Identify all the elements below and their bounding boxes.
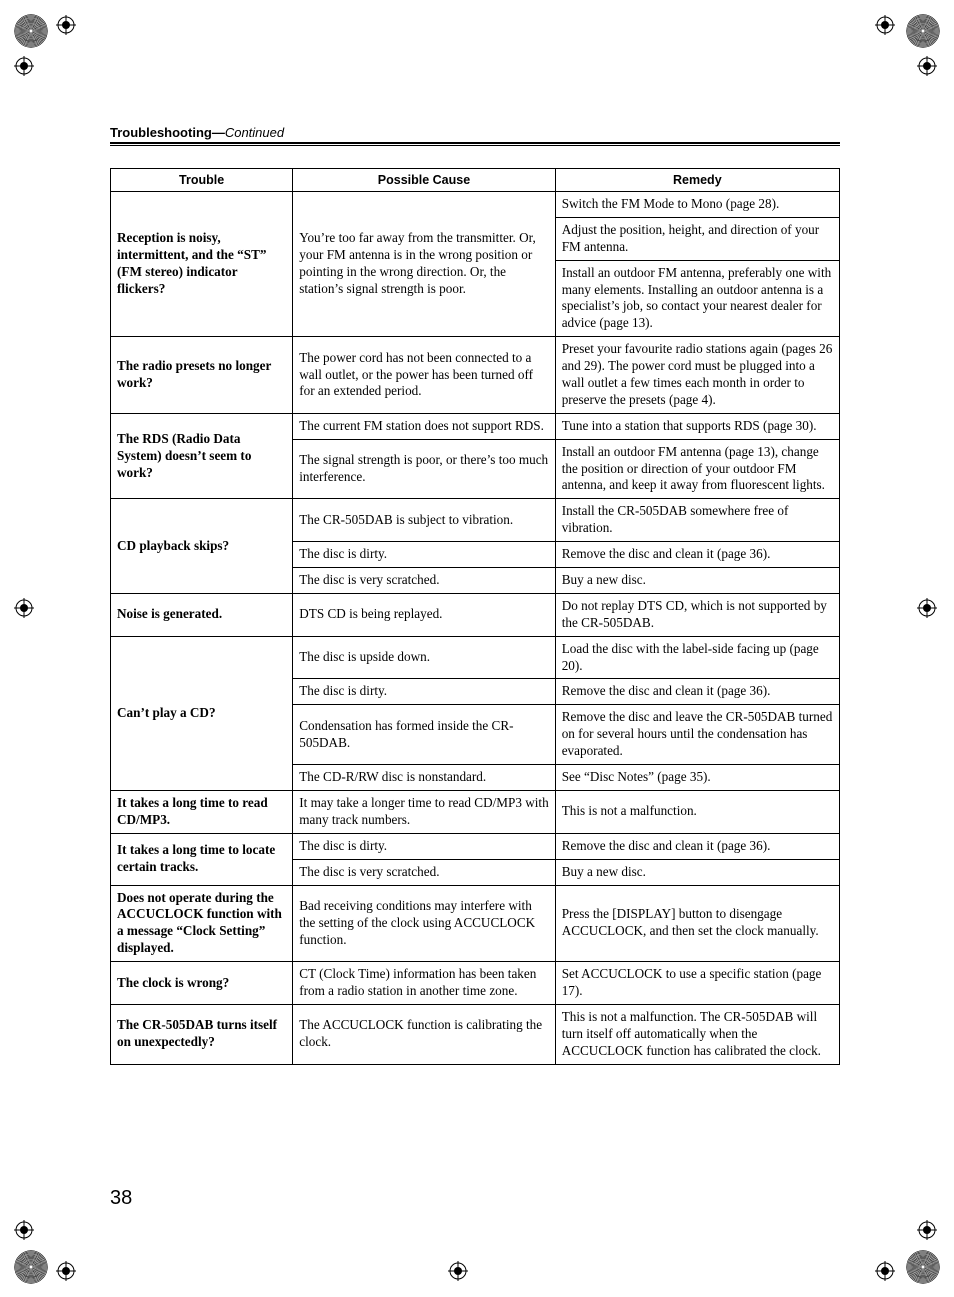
- remedy-cell: Preset your favourite radio stations aga…: [555, 337, 839, 414]
- cause-cell: The ACCUCLOCK function is calibrating th…: [293, 1004, 555, 1064]
- table-row: Reception is noisy, intermittent, and th…: [111, 192, 840, 218]
- remedy-cell: Install an outdoor FM antenna (page 13),…: [555, 439, 839, 499]
- trouble-cell: It takes a long time to read CD/MP3.: [111, 790, 293, 833]
- cause-cell: The CD-R/RW disc is nonstandard.: [293, 765, 555, 791]
- remedy-cell: Buy a new disc.: [555, 859, 839, 885]
- cause-cell: The disc is upside down.: [293, 636, 555, 679]
- table-row: It takes a long time to locate certain t…: [111, 833, 840, 859]
- trouble-cell: Reception is noisy, intermittent, and th…: [111, 192, 293, 337]
- trouble-cell: Can’t play a CD?: [111, 636, 293, 790]
- remedy-cell: This is not a malfunction.: [555, 790, 839, 833]
- remedy-cell: Set ACCUCLOCK to use a specific station …: [555, 962, 839, 1005]
- cause-cell: The disc is dirty.: [293, 679, 555, 705]
- cause-cell: Condensation has formed inside the CR-50…: [293, 705, 555, 765]
- table-row: The RDS (Radio Data System) doesn’t seem…: [111, 413, 840, 439]
- remedy-cell: Buy a new disc.: [555, 568, 839, 594]
- remedy-cell: Load the disc with the label-side facing…: [555, 636, 839, 679]
- cause-cell: The CR-505DAB is subject to vibration.: [293, 499, 555, 542]
- trouble-cell: Noise is generated.: [111, 593, 293, 636]
- registration-mark-icon: [917, 56, 953, 92]
- cause-cell: The current FM station does not support …: [293, 413, 555, 439]
- section-heading: Troubleshooting—Continued: [110, 125, 840, 140]
- remedy-cell: Adjust the position, height, and directi…: [555, 217, 839, 260]
- table-row: Noise is generated. DTS CD is being repl…: [111, 593, 840, 636]
- remedy-cell: Install the CR-505DAB somewhere free of …: [555, 499, 839, 542]
- cause-cell: Bad receiving conditions may interfere w…: [293, 885, 555, 962]
- registration-mark-icon: [448, 1261, 484, 1297]
- registration-mark-icon: [917, 598, 953, 634]
- table-row: Does not operate during the ACCUCLOCK fu…: [111, 885, 840, 962]
- table-row: CD playback skips? The CR-505DAB is subj…: [111, 499, 840, 542]
- table-row: The clock is wrong? CT (Clock Time) info…: [111, 962, 840, 1005]
- cause-cell: It may take a longer time to read CD/MP3…: [293, 790, 555, 833]
- registration-mark-icon: [14, 56, 50, 92]
- remedy-cell: See “Disc Notes” (page 35).: [555, 765, 839, 791]
- table-row: Can’t play a CD? The disc is upside down…: [111, 636, 840, 679]
- cause-cell: You’re too far away from the transmitter…: [293, 192, 555, 337]
- heading-rule: [110, 142, 840, 146]
- remedy-cell: Remove the disc and leave the CR-505DAB …: [555, 705, 839, 765]
- remedy-cell: Install an outdoor FM antenna, preferabl…: [555, 260, 839, 337]
- troubleshooting-table: Trouble Possible Cause Remedy Reception …: [110, 168, 840, 1065]
- trouble-cell: It takes a long time to locate certain t…: [111, 833, 293, 885]
- trouble-cell: Does not operate during the ACCUCLOCK fu…: [111, 885, 293, 962]
- spiral-mark-icon: [905, 1249, 949, 1293]
- page-number: 38: [110, 1187, 132, 1210]
- cause-cell: The disc is dirty.: [293, 833, 555, 859]
- remedy-cell: Remove the disc and clean it (page 36).: [555, 542, 839, 568]
- trouble-cell: The clock is wrong?: [111, 962, 293, 1005]
- remedy-cell: Tune into a station that supports RDS (p…: [555, 413, 839, 439]
- cause-cell: The disc is dirty.: [293, 542, 555, 568]
- cause-cell: The disc is very scratched.: [293, 568, 555, 594]
- cause-cell: CT (Clock Time) information has been tak…: [293, 962, 555, 1005]
- col-header-trouble: Trouble: [111, 169, 293, 192]
- spiral-mark-icon: [13, 13, 57, 57]
- trouble-cell: CD playback skips?: [111, 499, 293, 594]
- spiral-mark-icon: [13, 1249, 57, 1293]
- cause-cell: The power cord has not been connected to…: [293, 337, 555, 414]
- table-row: The radio presets no longer work? The po…: [111, 337, 840, 414]
- trouble-cell: The CR-505DAB turns itself on unexpected…: [111, 1004, 293, 1064]
- page-content: Troubleshooting—Continued Trouble Possib…: [110, 125, 840, 1065]
- remedy-cell: Press the [DISPLAY] button to disengage …: [555, 885, 839, 962]
- table-row: It takes a long time to read CD/MP3. It …: [111, 790, 840, 833]
- cause-cell: The disc is very scratched.: [293, 859, 555, 885]
- table-header-row: Trouble Possible Cause Remedy: [111, 169, 840, 192]
- remedy-cell: Remove the disc and clean it (page 36).: [555, 679, 839, 705]
- registration-mark-icon: [56, 15, 92, 51]
- remedy-cell: This is not a malfunction. The CR-505DAB…: [555, 1004, 839, 1064]
- trouble-cell: The RDS (Radio Data System) doesn’t seem…: [111, 413, 293, 499]
- table-row: The CR-505DAB turns itself on unexpected…: [111, 1004, 840, 1064]
- heading-title: Troubleshooting—: [110, 125, 225, 140]
- remedy-cell: Switch the FM Mode to Mono (page 28).: [555, 192, 839, 218]
- spiral-mark-icon: [905, 13, 949, 57]
- remedy-cell: Remove the disc and clean it (page 36).: [555, 833, 839, 859]
- registration-mark-icon: [14, 598, 50, 634]
- cause-cell: DTS CD is being replayed.: [293, 593, 555, 636]
- cause-cell: The signal strength is poor, or there’s …: [293, 439, 555, 499]
- col-header-cause: Possible Cause: [293, 169, 555, 192]
- heading-continued: Continued: [225, 125, 284, 140]
- registration-mark-icon: [56, 1261, 92, 1297]
- col-header-remedy: Remedy: [555, 169, 839, 192]
- remedy-cell: Do not replay DTS CD, which is not suppo…: [555, 593, 839, 636]
- trouble-cell: The radio presets no longer work?: [111, 337, 293, 414]
